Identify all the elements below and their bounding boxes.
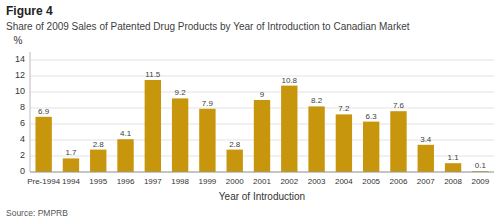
data-label: 1.1 [447, 153, 459, 162]
bar [145, 80, 161, 172]
title: Figure 4 [6, 4, 53, 18]
chart-container: Figure 4 Share of 2009 Sales of Patented … [0, 0, 500, 221]
data-label: 1.7 [65, 148, 77, 157]
bar [199, 109, 215, 172]
x-tick-label: 2007 [417, 177, 435, 186]
data-label: 7.6 [393, 101, 405, 110]
data-label: 3.4 [420, 135, 432, 144]
y-tick-label: 2 [20, 150, 25, 160]
grid-line [30, 172, 494, 173]
y-tick-label: 10 [15, 86, 25, 96]
data-label: 6.9 [38, 107, 50, 116]
bar [308, 106, 324, 172]
bar [336, 114, 352, 172]
x-tick-label: 1994 [62, 177, 80, 186]
chart-svg: Figure 4 Share of 2009 Sales of Patented … [0, 0, 500, 221]
bar [254, 100, 270, 172]
y-tick-label: 0 [20, 166, 25, 176]
x-axis-label: Year of Introduction [219, 191, 305, 202]
x-axis-line [30, 172, 494, 173]
x-tick-label: 2006 [390, 177, 408, 186]
bar [63, 158, 79, 172]
data-label: 9.2 [175, 88, 187, 97]
bar [227, 150, 243, 172]
data-label: 7.9 [202, 99, 214, 108]
bar [390, 111, 406, 172]
subtitle: Share of 2009 Sales of Patented Drug Pro… [6, 21, 410, 32]
y-tick-label: 8 [20, 102, 25, 112]
x-tick-label: 2002 [280, 177, 298, 186]
data-label: 4.1 [120, 129, 132, 138]
grid-line [30, 76, 494, 77]
x-tick-label: 1997 [144, 177, 162, 186]
grid-line [30, 60, 494, 61]
bar [281, 86, 297, 172]
data-label: 2.8 [93, 140, 105, 149]
y-axis-line [30, 52, 31, 172]
bar [363, 122, 379, 172]
bar [35, 117, 51, 172]
bar [418, 145, 434, 172]
x-tick-label: 2003 [308, 177, 326, 186]
data-label: 11.5 [145, 70, 161, 79]
x-tick-label: 1995 [89, 177, 107, 186]
data-label: 6.3 [366, 112, 378, 121]
x-tick-label: 2001 [253, 177, 271, 186]
x-tick-label: 2008 [444, 177, 462, 186]
x-tick-label: 1998 [171, 177, 189, 186]
x-tick-label: 1999 [199, 177, 217, 186]
x-tick-label: Pre-1994 [27, 177, 60, 186]
y-tick-label: 14 [15, 54, 25, 64]
data-label: 10.8 [282, 76, 298, 85]
x-tick-label: 2000 [226, 177, 244, 186]
annotation: Source: PMPRB [6, 208, 68, 218]
y-tick-label: 4 [20, 134, 25, 144]
data-label: 0.1 [475, 161, 487, 170]
bar [445, 163, 461, 172]
data-label: 8.2 [311, 96, 323, 105]
bar [172, 98, 188, 172]
data-label: 2.8 [229, 140, 241, 149]
data-label: 7.2 [338, 104, 350, 113]
y-axis-label: % [14, 35, 23, 46]
x-tick-label: 2005 [362, 177, 380, 186]
x-tick-label: 2004 [335, 177, 353, 186]
y-tick-label: 6 [20, 118, 25, 128]
data-label: 9 [260, 90, 265, 99]
x-tick-label: 1996 [117, 177, 135, 186]
bar [117, 139, 133, 172]
x-tick-label: 2009 [471, 177, 489, 186]
bar [90, 150, 106, 172]
bars [35, 80, 488, 172]
y-tick-label: 12 [15, 70, 25, 80]
grid [30, 60, 494, 172]
